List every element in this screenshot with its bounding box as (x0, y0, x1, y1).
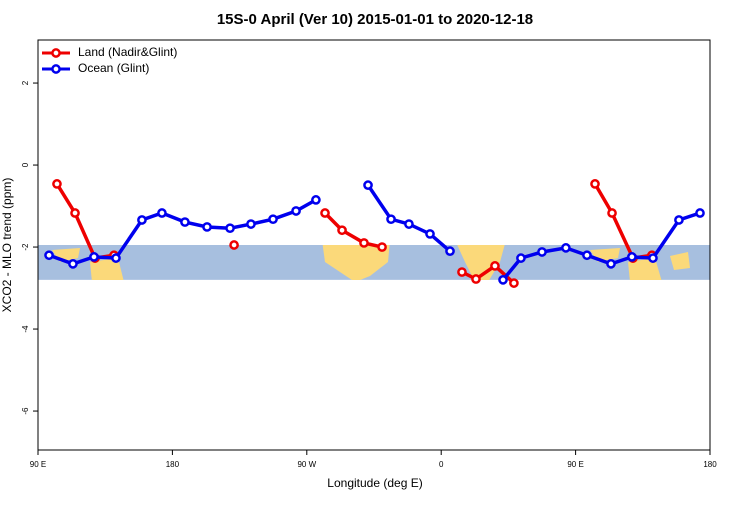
data-point (425, 229, 435, 239)
data-point (68, 259, 78, 269)
y-tick-label: -2 (21, 243, 30, 251)
x-tick-label: 90 E (567, 460, 583, 469)
data-point (445, 246, 455, 256)
data-point (674, 215, 684, 225)
x-tick-label: 90 W (297, 460, 316, 469)
data-point (337, 225, 347, 236)
data-point (268, 214, 278, 225)
data-point (561, 243, 571, 253)
x-tick-label: 180 (703, 460, 717, 469)
data-point (648, 253, 658, 263)
legend-label: Land (Nadir&Glint) (78, 45, 177, 59)
data-point (695, 208, 705, 218)
x-axis-label: Longitude (deg E) (327, 476, 422, 490)
data-point (471, 274, 481, 284)
plot-frame (37, 39, 711, 451)
y-axis-label: XCO2 - MLO trend (ppm) (0, 178, 14, 313)
data-point (44, 250, 54, 261)
y-tick-label: -4 (21, 325, 30, 333)
data-point (363, 180, 373, 190)
data-point (377, 242, 387, 252)
data-point (202, 222, 212, 232)
x-tick-label: 90 E (30, 460, 46, 469)
data-point (320, 208, 330, 218)
data-point (537, 247, 547, 257)
data-point (582, 250, 592, 261)
y-tick-label: 0 (21, 162, 30, 167)
data-point (386, 214, 396, 225)
data-point (157, 208, 167, 218)
legend-marker (51, 48, 61, 58)
data-point (627, 252, 637, 262)
data-point (52, 179, 62, 189)
data-point (246, 219, 256, 229)
y-tick-label: -6 (21, 407, 30, 415)
data-point (359, 238, 369, 248)
data-point (607, 208, 617, 218)
data-point (70, 208, 80, 218)
data-point (516, 253, 526, 263)
x-tick-label: 180 (166, 460, 180, 469)
data-point (137, 215, 147, 225)
data-point (457, 267, 467, 277)
data-point (180, 217, 190, 227)
data-point (490, 261, 500, 271)
data-point (404, 219, 414, 229)
legend-label: Ocean (Glint) (78, 61, 149, 75)
data-point (89, 252, 99, 262)
data-point (225, 223, 235, 234)
x-tick-label: 0 (439, 460, 444, 469)
series-line (55, 182, 653, 285)
map-land (52, 245, 690, 280)
data-point (590, 179, 600, 189)
data-point (509, 278, 519, 288)
data-point (291, 206, 301, 216)
data-point (111, 253, 121, 263)
data-point (498, 275, 508, 285)
data-point (606, 259, 616, 269)
y-tick-label: 2 (21, 80, 30, 85)
data-point (311, 195, 321, 205)
legend-marker (51, 64, 61, 74)
data-point (229, 240, 239, 250)
chart-title: 15S-0 April (Ver 10) 2015-01-01 to 2020-… (217, 11, 533, 28)
